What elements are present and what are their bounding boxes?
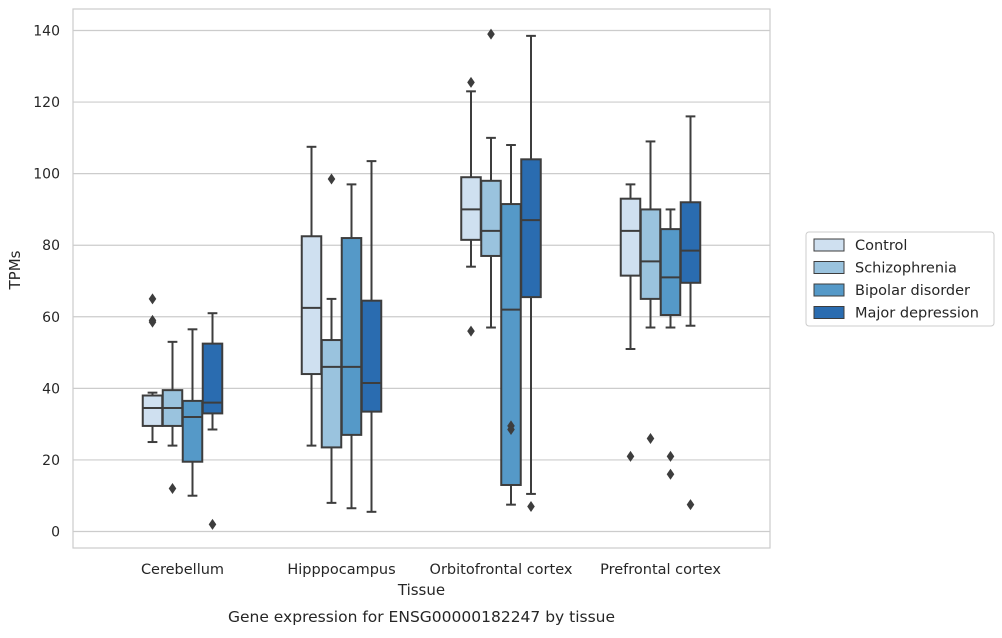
box-body <box>520 158 542 299</box>
box-body <box>619 197 642 277</box>
box-schizophrenia <box>161 340 184 495</box>
legend-swatch <box>813 283 845 297</box>
legend-swatch <box>813 238 845 252</box>
box-major-depression <box>201 312 224 530</box>
box-body <box>340 237 363 436</box>
y-tick-label: 20 <box>42 453 60 469</box>
box-control <box>300 145 323 447</box>
legend-label: Schizophrenia <box>855 261 957 277</box>
outlier-point <box>507 424 515 436</box>
x-tick-label: Orbitofrontal cortex <box>430 562 573 578</box>
outlier-point <box>666 450 675 462</box>
box-bipolar-disorder <box>181 328 204 497</box>
outlier-point <box>666 468 675 480</box>
box-body <box>201 342 224 415</box>
plot-area-frame <box>72 8 771 549</box>
box-body <box>141 394 164 427</box>
x-axis-label: Tissue <box>397 581 445 599</box>
outlier-point <box>487 28 495 40</box>
box-body <box>500 203 522 486</box>
legend-label: Control <box>855 238 907 254</box>
x-axis-ticks: Cerebellum Hipppocampus Orbitofrontal cort… <box>141 562 721 578</box>
y-tick-label: 60 <box>42 310 60 326</box>
x-tick-label: Hipppocampus <box>287 562 395 578</box>
legend: Control Schizophrenia Bipolar disorder Majo… <box>805 231 995 327</box>
box-major-depression <box>679 115 702 511</box>
outlier-point <box>527 500 535 512</box>
chart-caption: Gene expression for ENSG00000182247 by t… <box>228 608 615 626</box>
y-tick-label: 100 <box>33 167 60 183</box>
y-tick-label: 0 <box>51 525 60 541</box>
box-body <box>360 299 383 413</box>
y-tick-label: 120 <box>33 95 60 111</box>
boxes <box>141 28 702 530</box>
box-body <box>639 208 662 300</box>
box-major-depression <box>360 160 383 513</box>
box-bipolar-disorder <box>659 208 682 480</box>
box-control <box>141 293 164 444</box>
legend-label: Bipolar disorder <box>855 283 970 299</box>
box-control <box>460 76 482 337</box>
x-tick-label: Cerebellum <box>141 562 224 578</box>
box-major-depression <box>520 34 542 512</box>
box-body <box>320 339 343 449</box>
box-schizophrenia <box>480 28 502 329</box>
y-tick-label: 140 <box>33 24 60 40</box>
outlier-point <box>686 499 695 511</box>
box-body <box>659 228 682 316</box>
box-body <box>300 235 323 376</box>
legend-label: Major depression <box>855 306 979 322</box>
y-axis-ticks: 0 20 40 60 80 100 120 140 <box>33 24 60 541</box>
y-axis-label: TPMs <box>6 250 24 290</box>
legend-swatch <box>813 306 845 319</box>
outlier-point <box>646 432 655 444</box>
outlier-point <box>148 316 157 328</box>
y-tick-label: 40 <box>42 381 60 397</box>
box-bipolar-disorder <box>500 144 522 506</box>
box-body <box>181 399 204 463</box>
box-body <box>679 201 702 284</box>
outlier-point <box>208 518 217 530</box>
outlier-point <box>467 76 475 88</box>
outlier-point <box>148 293 157 305</box>
box-control <box>619 183 642 462</box>
box-schizophrenia <box>639 140 662 444</box>
outlier-point <box>467 325 475 337</box>
y-tick-label: 80 <box>42 238 60 254</box>
outlier-point <box>327 173 336 185</box>
legend-swatch <box>813 261 845 274</box>
outlier-point <box>168 483 177 495</box>
box-schizophrenia <box>320 173 343 504</box>
outlier-point <box>626 450 635 462</box>
legend-frame <box>805 231 995 327</box>
box-body <box>480 179 502 257</box>
x-tick-label: Prefrontal cortex <box>600 562 721 578</box>
